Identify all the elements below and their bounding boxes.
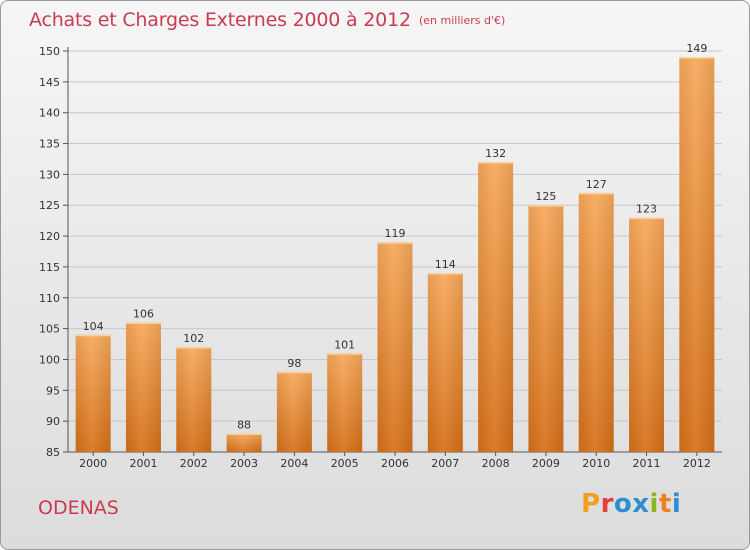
y-tick-label: 115 [39,261,60,274]
bar-highlight [125,322,161,324]
logo-letter: r [600,489,614,519]
bar-highlight [578,192,614,195]
data-label: 106 [133,307,154,320]
x-tick-label: 2009 [532,457,560,470]
bar-highlight [75,334,111,337]
logo-letter: x [632,489,650,519]
bar-shading [75,334,111,452]
data-label: 98 [287,357,301,370]
bar-highlight [276,371,312,374]
y-tick-label: 105 [39,323,60,336]
bar-shading [327,353,363,452]
x-tick-label: 2003 [230,457,258,470]
y-tick-label: 95 [46,384,60,397]
x-tick-label: 2004 [280,457,308,470]
x-tick-label: 2007 [431,457,459,470]
x-tick-label: 2010 [582,457,610,470]
chart-title: Achats et Charges Externes 2000 à 2012 [29,9,411,31]
y-tick-label: 90 [46,415,60,428]
chart-subtitle: (en milliers d'€) [419,14,506,27]
data-label: 149 [686,42,707,55]
value-labels: 104 106 102 88 98 101 119 114 132 125 127 123 149 [83,42,708,431]
y-tick-label: 85 [46,446,60,459]
logo-letter: t [658,489,672,519]
bar-highlight [427,273,463,275]
bar-highlight [327,353,363,355]
x-tick-label: 2000 [79,457,107,470]
logo-letter: i [671,489,682,519]
logo-letter: o [613,489,633,519]
x-tick-label: 2008 [482,457,510,470]
logo-letter: P [581,489,601,519]
bar-shading [226,433,262,452]
bar-shading [629,217,665,452]
x-tick-label: 2002 [180,457,208,470]
data-label: 127 [586,178,607,191]
bar-highlight [528,205,564,207]
y-tick-label: 125 [39,199,60,212]
bar-shading [276,371,312,452]
logo-letter: i [649,489,659,519]
y-tick-label: 130 [39,168,60,181]
bar-shading [679,57,715,453]
bar-shading [528,205,564,452]
data-label: 119 [385,227,406,240]
proxiti-logo: Proxiti [581,489,681,519]
bar-shading [578,192,614,452]
y-tick-label: 145 [39,76,60,89]
bar-highlight [176,347,212,349]
y-tick-label: 110 [39,292,60,305]
x-tick-label: 2006 [381,457,409,470]
y-tick-label: 135 [39,138,60,151]
bar-shading [427,273,463,452]
data-label: 123 [636,203,657,216]
y-tick-label: 120 [39,230,60,243]
x-tick-label: 2011 [633,457,661,470]
bar-highlight [377,242,413,244]
data-label: 132 [485,147,506,160]
data-label: 101 [334,338,355,351]
bar-shading [176,347,212,452]
bar-highlight [478,162,514,164]
y-axis-ticks: 85 90 95 100 105 110 115 120 125 130 135 140 145 150 [39,45,68,459]
bar-highlight [629,217,665,220]
x-axis-ticks: 2000 2001 2002 2003 2004 2005 2006 2007 2008 2009… [79,452,711,470]
data-label: 114 [435,258,456,271]
bars [75,57,715,453]
city-name: ODENAS [38,497,119,519]
x-tick-label: 2001 [129,457,157,470]
data-label: 125 [535,190,556,203]
data-label: 102 [183,332,204,345]
x-tick-label: 2005 [331,457,359,470]
data-label: 88 [237,418,251,431]
bar-shading [478,162,514,453]
x-tick-label: 2012 [683,457,711,470]
y-tick-label: 140 [39,107,60,120]
y-tick-label: 150 [39,45,60,58]
bar-shading [125,322,161,452]
bar-highlight [226,433,262,435]
bar-highlight [679,57,715,59]
y-tick-label: 100 [39,353,60,366]
bar-shading [377,242,413,452]
data-label: 104 [83,320,104,333]
